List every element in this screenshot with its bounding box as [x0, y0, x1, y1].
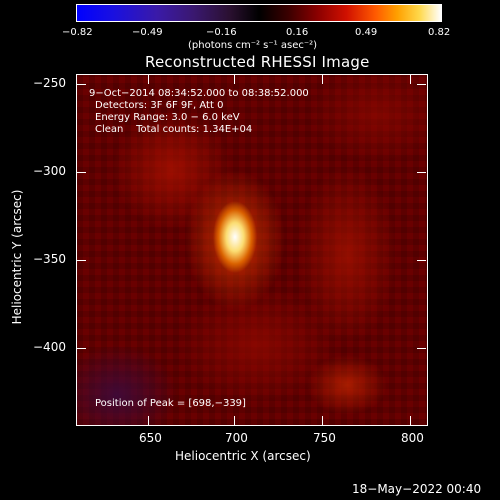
y-axis-label: Heliocentric Y (arcsec): [10, 189, 24, 325]
x-tick-label: 650: [139, 431, 162, 445]
colorbar-tick-label: 0.16: [286, 27, 309, 38]
y-tick-label: −350: [33, 252, 66, 266]
detectors-text: Detectors: 3F 6F 9F, Att 0: [95, 100, 224, 111]
colorbar-tick-label: −0.82: [62, 27, 93, 38]
y-tick-label: −250: [33, 76, 66, 90]
y-tick: [417, 84, 426, 85]
y-tick: [417, 172, 426, 173]
y-tick-label: −300: [33, 164, 66, 178]
x-tick: [148, 416, 149, 425]
rhessi-image: 9−Oct−2014 08:34:52.000 to 08:38:52.000 …: [76, 74, 428, 426]
x-tick: [322, 75, 323, 84]
y-tick: [77, 260, 86, 261]
y-tick: [77, 172, 86, 173]
colorbar-tick-label: −0.49: [132, 27, 163, 38]
colorbar-tick-label: 0.82: [428, 27, 451, 38]
x-tick-label: 700: [225, 431, 248, 445]
x-tick: [410, 416, 411, 425]
colorbar-tick-label: 0.49: [355, 27, 378, 38]
x-tick-label: 750: [313, 431, 336, 445]
x-tick: [322, 416, 323, 425]
y-tick-label: −400: [33, 340, 66, 354]
image-title: Reconstructed RHESSI Image: [145, 53, 370, 71]
peak-position-text: Position of Peak = [698,−339]: [95, 398, 246, 409]
x-tick: [410, 75, 411, 84]
colorbar-tick-label: −0.16: [206, 27, 237, 38]
energy-range-text: Energy Range: 3.0 − 6.0 keV: [95, 112, 240, 123]
colorbar: [76, 4, 442, 22]
y-tick: [417, 348, 426, 349]
method-counts-text: Clean Total counts: 1.34E+04: [95, 124, 253, 135]
x-tick: [148, 75, 149, 84]
plot-timestamp: 18−May−2022 00:40: [352, 482, 482, 496]
time-range-text: 9−Oct−2014 08:34:52.000 to 08:38:52.000: [89, 88, 309, 99]
x-tick: [234, 416, 235, 425]
x-tick: [234, 75, 235, 84]
y-tick: [77, 348, 86, 349]
x-tick-label: 800: [401, 431, 424, 445]
x-axis-label: Heliocentric X (arcsec): [175, 449, 311, 463]
colorbar-units: (photons cm⁻² s⁻¹ asec⁻²): [188, 40, 318, 51]
y-tick: [77, 84, 86, 85]
y-tick: [417, 260, 426, 261]
